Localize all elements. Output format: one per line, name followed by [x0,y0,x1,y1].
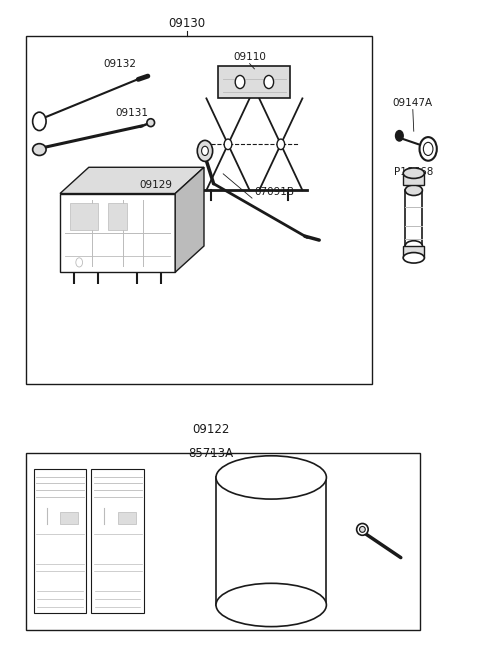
Text: 09132: 09132 [103,59,136,69]
Polygon shape [60,194,175,272]
Bar [108,203,127,230]
Text: 09110: 09110 [233,52,266,62]
Ellipse shape [405,185,422,195]
Bar [91,469,144,613]
Ellipse shape [357,523,368,535]
Ellipse shape [403,253,424,263]
Ellipse shape [33,144,46,155]
Ellipse shape [216,456,326,499]
Text: 09122: 09122 [192,423,230,436]
Text: 09131: 09131 [115,108,148,118]
Ellipse shape [360,526,365,533]
Bar [403,173,424,185]
Text: P18668: P18668 [394,167,433,177]
Text: 09147A: 09147A [393,98,433,108]
Ellipse shape [216,583,326,626]
Circle shape [420,137,437,161]
Bar [26,36,372,384]
Text: 85713A: 85713A [189,447,234,461]
Circle shape [33,112,46,131]
FancyBboxPatch shape [218,66,290,98]
Circle shape [197,140,213,161]
Circle shape [202,146,208,155]
Circle shape [76,258,83,267]
Ellipse shape [403,168,424,178]
Text: 09130: 09130 [168,16,206,30]
Bar [60,512,79,524]
Circle shape [235,75,245,89]
Bar [34,469,86,613]
Bar [118,512,136,524]
Text: 09129: 09129 [139,180,172,190]
Ellipse shape [147,119,155,127]
Bar [26,453,420,630]
Ellipse shape [405,241,422,251]
Polygon shape [60,167,204,194]
Text: 07091B: 07091B [254,187,294,197]
Circle shape [264,75,274,89]
Circle shape [423,142,433,155]
Circle shape [396,131,403,141]
Polygon shape [175,167,204,272]
Bar [70,203,98,230]
Circle shape [277,139,285,150]
Circle shape [224,139,232,150]
Bar [403,246,424,258]
